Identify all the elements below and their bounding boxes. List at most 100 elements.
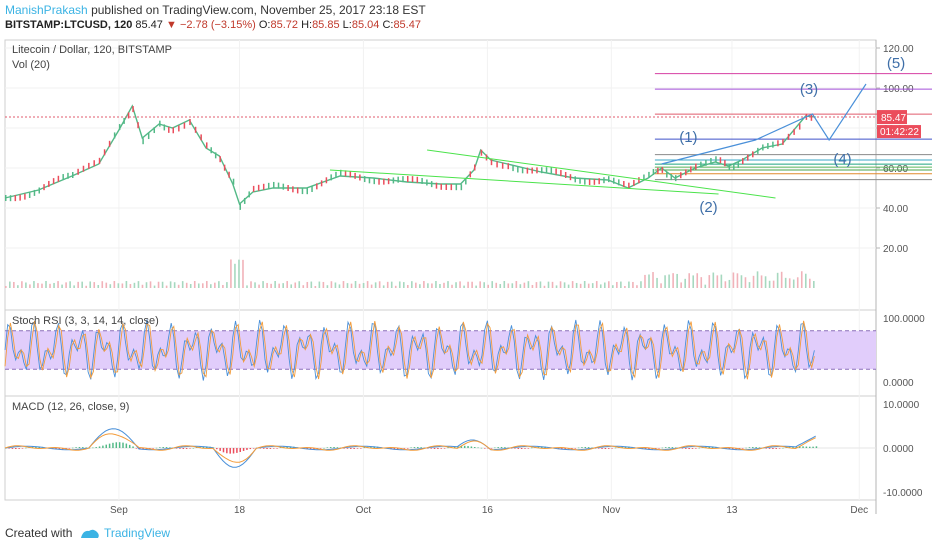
volume-bar (648, 274, 650, 288)
candle (426, 179, 428, 186)
candle (633, 179, 635, 186)
chart-area[interactable]: 120.00100.0080.0060.0040.0020.00Sep18Oct… (0, 38, 932, 516)
candle (407, 175, 409, 182)
candle (793, 128, 795, 135)
volume-bar (73, 285, 75, 288)
volume-bar (41, 283, 43, 288)
volume-bar (700, 277, 703, 288)
candle (603, 177, 605, 184)
macd-histogram-bar (323, 447, 325, 449)
volume-bar (318, 281, 321, 288)
volume-bar (531, 284, 534, 288)
candle (62, 174, 64, 181)
trendline-upper (427, 149, 776, 199)
chart-svg[interactable]: 120.00100.0080.0060.0040.0020.00Sep18Oct… (0, 38, 932, 516)
volume-bar (298, 281, 301, 288)
candle (512, 165, 514, 172)
tradingview-brand-link[interactable]: TradingView (104, 526, 171, 540)
candle (48, 180, 50, 187)
candle (588, 179, 591, 186)
candle (598, 178, 600, 185)
volume-bar (495, 282, 498, 288)
volume-bar (760, 275, 763, 288)
candle (127, 112, 130, 119)
candle (719, 157, 722, 164)
volume-bar (487, 284, 489, 288)
volume-bar (644, 274, 646, 288)
candle (521, 167, 524, 174)
macd-histogram-bar (286, 446, 288, 448)
macd-histogram-bar (246, 448, 248, 450)
stoch-axis-label: 100.0000 (883, 314, 925, 325)
volume-bar (479, 281, 481, 288)
volume-bar (53, 282, 55, 288)
candle (210, 147, 212, 154)
macd-histogram-bar (226, 448, 228, 454)
macd-histogram-bar (18, 448, 20, 449)
macd-histogram-bar (279, 447, 282, 448)
volume-bar (419, 284, 421, 288)
price-axis-label: 40.00 (883, 204, 908, 215)
volume-bar (306, 281, 309, 288)
volume-bar (49, 283, 51, 288)
price-axis-label: 60.00 (883, 164, 908, 175)
candle (397, 176, 399, 183)
volume-bar (121, 283, 124, 288)
volume-bar (81, 281, 83, 288)
volume-bar (193, 281, 196, 288)
volume-bar (362, 282, 365, 288)
elliott-wave-path (661, 83, 867, 165)
macd-histogram-bar (329, 447, 332, 448)
macd-histogram-bar (336, 447, 339, 448)
macd-histogram-bar (189, 448, 191, 449)
volume-bar (141, 284, 144, 288)
candle (67, 172, 69, 179)
volume-bar (519, 284, 522, 288)
macd-histogram-bar (614, 447, 617, 449)
macd-histogram-bar (782, 447, 784, 449)
macd-histogram-bar (313, 448, 315, 450)
volume-bar (234, 263, 236, 288)
volume-bar (398, 281, 401, 288)
volume-bar (423, 281, 425, 288)
candle (118, 124, 121, 131)
candle (526, 167, 529, 174)
candle (574, 176, 576, 183)
volume-bar (407, 284, 409, 288)
volume-bar (491, 281, 494, 288)
macd-histogram-bar (527, 448, 530, 449)
candle (137, 122, 139, 129)
macd-histogram-bar (98, 446, 101, 448)
volume-bar (459, 281, 461, 288)
author-link[interactable]: ManishPrakash (5, 3, 88, 17)
volume-bar (89, 281, 92, 288)
volume-bar (390, 281, 393, 288)
volume-bar (688, 273, 690, 288)
volume-bar (587, 283, 590, 288)
volume-bar (302, 285, 305, 288)
candle (344, 170, 347, 177)
volume-bar (483, 282, 485, 288)
candle (77, 168, 79, 175)
candle (301, 188, 304, 195)
time-axis-label: Oct (356, 505, 372, 516)
volume-bar (45, 281, 47, 288)
volume-bar (294, 282, 297, 288)
macd-histogram-bar (25, 447, 27, 449)
volume-bar (37, 283, 39, 288)
candle (316, 183, 318, 190)
candle (584, 178, 586, 185)
candle (450, 184, 453, 191)
volume-bar (197, 283, 200, 288)
volume-bar (169, 281, 172, 288)
time-axis-label: 16 (482, 505, 494, 516)
volume-bar (29, 284, 31, 288)
candle (496, 161, 498, 168)
macd-signal-line (4, 433, 816, 463)
macd-histogram-bar (128, 444, 131, 448)
candle (593, 178, 596, 185)
volume-bar (628, 281, 630, 288)
volume-bar (720, 274, 723, 288)
macd-histogram-bar (222, 448, 225, 453)
candle (5, 195, 7, 201)
